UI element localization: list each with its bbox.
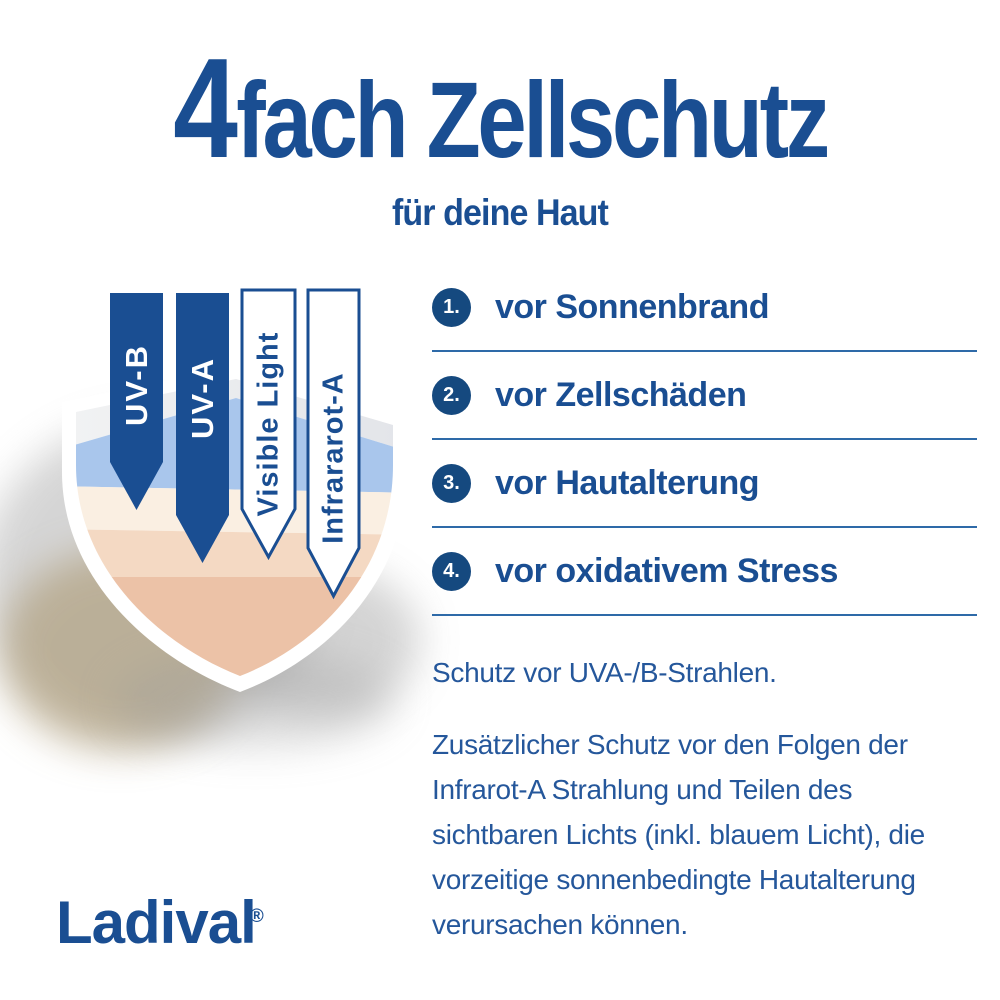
list-item: 3. vor Hautalterung: [432, 440, 977, 528]
arrow-uvb-label: UV-B: [119, 344, 154, 426]
arrow-infrarot-label: Infrararot-A: [318, 372, 350, 544]
benefit-label: vor Sonnenbrand: [495, 288, 769, 326]
arrow-visible-light-label: Visible Light: [253, 332, 285, 517]
number-badge: 1.: [432, 288, 471, 327]
page-title: 4fach Zellschutz: [90, 38, 910, 180]
list-item: 2. vor Zellschäden: [432, 352, 977, 440]
arrow-uvb: UV-B: [110, 293, 163, 510]
arrow-visible-light: Visible Light: [240, 288, 297, 561]
title-number: 4: [173, 29, 238, 188]
benefit-label: vor Hautalterung: [495, 463, 760, 502]
shield-diagram: UV-B UV-A Visible Light Infrararot-A: [0, 250, 460, 810]
number-badge: 3.: [432, 463, 471, 503]
benefit-label: vor oxidativem Stress: [495, 551, 838, 590]
number-badge: 2.: [432, 375, 471, 415]
skin-layer-upper-dermis: [76, 486, 393, 535]
page-subtitle: für deine Haut: [392, 192, 609, 233]
arrow-infrarot: Infrararot-A: [306, 288, 361, 600]
list-item: 1. vor Sonnenbrand: [432, 265, 977, 352]
list-item: 4. vor oxidativem Stress: [432, 528, 977, 616]
registered-mark: ®: [249, 906, 264, 927]
title-text: fach Zellschutz: [236, 59, 830, 180]
additional-protection-text: Zusätzlicher Schutz vor den Folgen der I…: [432, 729, 925, 940]
uva-uvb-text: Schutz vor UVA-/B-Strahlen.: [432, 657, 777, 688]
brand-name: Ladival: [56, 889, 257, 956]
arrow-uva: UV-A: [176, 293, 229, 563]
header: 4fach Zellschutz für deine Haut: [0, 38, 1000, 234]
number-badge: 4.: [432, 551, 471, 591]
benefits-list: 1. vor Sonnenbrand 2. vor Zellschäden 3.…: [432, 265, 977, 616]
benefit-label: vor Zellschäden: [495, 375, 747, 414]
arrow-uva-label: UV-A: [185, 357, 220, 439]
ladival-logo: Ladival®: [56, 888, 264, 957]
